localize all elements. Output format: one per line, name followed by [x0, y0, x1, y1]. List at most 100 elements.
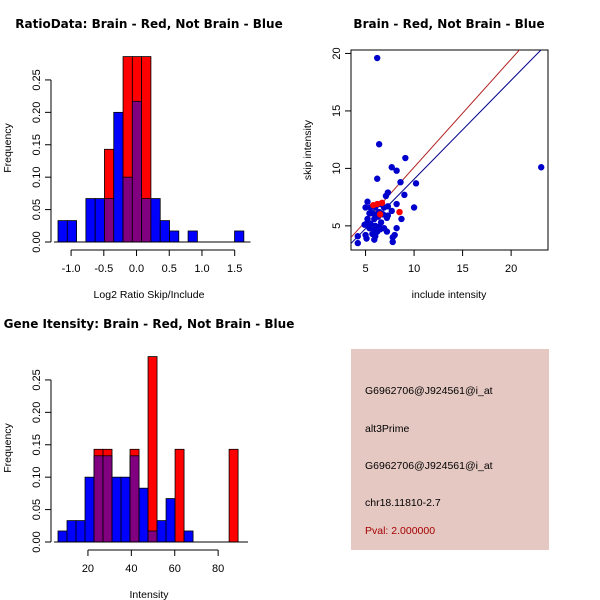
ratio-bar-overlap: [104, 198, 115, 243]
ratio-bar-overlap: [131, 100, 143, 243]
ratio-y-tick-label: 0.05: [31, 199, 43, 220]
not-brain-point: [374, 54, 381, 62]
scatter-points: [354, 54, 545, 247]
not-brain-point: [388, 207, 395, 215]
gene-intensity-histogram-panel: Gene Itensity: Brain - Red, Not Brain - …: [2, 317, 294, 600]
scatter-y-tick-label: 10: [331, 162, 343, 174]
intensity-bar-not-brain: [120, 476, 131, 543]
probe-id-secondary-line: G6962706@J924561@i_at: [365, 460, 493, 472]
scatter-ylabel: skip intensity: [302, 119, 314, 180]
intensity-y-tick-label: 0.00: [31, 531, 43, 552]
ratio-histogram-xlabel: Log2 Ratio Skip/Include: [94, 289, 205, 301]
gene-intensity-title: Gene Itensity: Brain - Red, Not Brain - …: [4, 317, 295, 331]
not-brain-point: [389, 238, 396, 246]
ratio-bar-not-brain: [159, 220, 170, 243]
brain-point: [376, 211, 384, 218]
ratio-x-tick-label: 0.5: [162, 263, 177, 275]
not-brain-point: [375, 141, 383, 148]
gene-intensity-axes: 0.00 0.05 0.10 0.15 0.20 0.25 20 40 60 80: [31, 369, 248, 575]
intensity-bar-not-brain: [156, 520, 167, 543]
intensity-bar-not-brain: [84, 476, 95, 543]
scatter-x-tick-label: 10: [408, 263, 420, 275]
probe-id-line: G6962706@J924561@i_at: [365, 385, 493, 397]
not-brain-point: [354, 239, 361, 247]
not-brain-point: [538, 164, 545, 171]
ratio-bar-not-brain: [57, 220, 68, 243]
ratio-y-tick-label: 0.00: [31, 231, 43, 252]
intensity-bar-not-brain: [165, 498, 176, 543]
not-brain-point: [393, 167, 400, 174]
ratio-histogram-axes: 0.00 0.05 0.10 0.15 0.20 0.25 -1.0 -0.5 0.0 0.5 1.…: [31, 69, 251, 275]
ratio-bar-not-brain: [234, 230, 245, 243]
ratio-y-tick-label: 0.15: [31, 134, 43, 155]
intensity-x-tick-label: 80: [212, 563, 224, 575]
not-brain-point: [384, 203, 392, 210]
event-type-line: alt3Prime: [365, 423, 410, 435]
ratio-bar-overlap: [141, 198, 152, 243]
not-brain-point: [383, 228, 391, 235]
ratio-y-tick-label: 0.20: [31, 102, 43, 123]
intensity-bar-not-brain: [66, 520, 77, 543]
ratio-histogram-ylabel: Frequency: [2, 122, 14, 172]
not-brain-point: [362, 204, 369, 211]
not-brain-point: [397, 178, 404, 186]
not-brain-point: [412, 180, 420, 187]
scatter-title: Brain - Red, Not Brain - Blue: [353, 17, 544, 31]
not-brain-point: [388, 164, 395, 171]
gene-intensity-ylabel: Frequency: [2, 422, 14, 472]
ratio-bar-not-brain: [66, 220, 77, 243]
scatter-y-tick-label: 20: [331, 47, 343, 59]
chromosome-location-line: chr18.11810-2.7: [365, 497, 441, 509]
ratio-bar-not-brain: [187, 230, 198, 243]
brain-point: [396, 208, 403, 216]
ratio-y-tick-label: 0.10: [31, 166, 43, 187]
not-brain-point: [376, 226, 384, 233]
ratio-histogram-title: RatioData: Brain - Red, Not Brain - Blue: [15, 17, 282, 31]
not-brain-point: [391, 231, 398, 239]
ratio-bar-overlap: [122, 176, 133, 243]
brain-point: [374, 200, 381, 208]
intensity-y-tick-label: 0.15: [31, 434, 43, 455]
scatter-x-tick-label: 20: [505, 263, 517, 275]
scatter-panel: Brain - Red, Not Brain - Blue 5 10 15 20 5 10…: [302, 17, 549, 301]
intensity-bar-not-brain: [75, 520, 86, 543]
not-brain-point: [393, 200, 400, 208]
ratio-bar-not-brain: [169, 230, 180, 243]
intensity-y-tick-label: 0.20: [31, 402, 43, 423]
ratio-x-tick-label: -0.5: [94, 263, 113, 275]
gene-intensity-bars: [57, 356, 239, 543]
scatter-x-tick-label: 5: [362, 263, 368, 275]
ratio-bar-not-brain: [85, 198, 96, 243]
not-brain-point: [382, 192, 390, 200]
intensity-bar-not-brain: [183, 530, 194, 543]
intensity-y-tick-label: 0.25: [31, 369, 43, 390]
not-brain-point: [402, 154, 409, 162]
probe-info-panel: G6962706@J924561@i_at alt3Prime G6962706…: [351, 349, 549, 550]
scatter-x-tick-label: 15: [456, 263, 468, 275]
intensity-bar-brain: [228, 448, 239, 543]
ratio-y-tick-label: 0.25: [31, 69, 43, 90]
ratio-x-tick-label: 1.0: [194, 263, 209, 275]
ratio-bar-not-brain: [150, 198, 161, 243]
intensity-x-tick-label: 40: [125, 563, 137, 575]
ratio-histogram-panel: RatioData: Brain - Red, Not Brain - Blue…: [2, 17, 283, 301]
pval-line: Pval: 2.000000: [365, 525, 436, 537]
not-brain-point: [398, 215, 405, 223]
intensity-x-tick-label: 20: [82, 563, 94, 575]
not-brain-point: [374, 175, 381, 182]
intensity-bar-overlap: [147, 530, 158, 543]
not-brain-point: [363, 235, 370, 242]
brain-point: [378, 199, 386, 207]
not-brain-point: [383, 214, 391, 222]
intensity-x-tick-label: 60: [169, 563, 181, 575]
not-brain-point: [393, 224, 400, 232]
intensity-bar-overlap: [129, 455, 140, 543]
scatter-y-tick-label: 5: [331, 223, 343, 229]
gene-intensity-xlabel: Intensity: [129, 589, 169, 600]
scatter-axes: 5 10 15 20 5 10 15 20: [331, 47, 517, 275]
ratio-x-tick-label: 1.5: [227, 263, 242, 275]
ratio-x-tick-label: -1.0: [62, 263, 81, 275]
not-brain-point: [364, 198, 371, 205]
scatter-xlabel: include intensity: [412, 289, 487, 301]
